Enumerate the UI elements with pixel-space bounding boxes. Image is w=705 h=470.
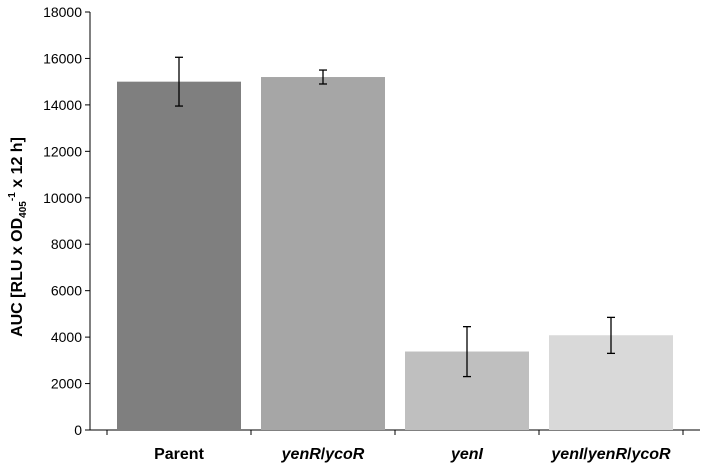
category-label-3: yenI/yenR/ycoR — [550, 446, 671, 463]
y-tick-label: 6000 — [51, 283, 82, 299]
y-axis-title: AUC [RLU x OD405-1 x 12 h] — [7, 137, 29, 337]
y-axis-title-end: x 12 h] — [9, 137, 26, 192]
y-axis-title-superscript: -1 — [7, 192, 18, 201]
y-tick-label: 0 — [74, 422, 82, 438]
y-axis-title-subscript: 405 — [18, 201, 29, 218]
y-tick-label: 14000 — [43, 97, 82, 113]
y-tick-label: 12000 — [43, 143, 82, 159]
y-tick-label: 18000 — [43, 4, 82, 20]
bar-0 — [117, 81, 241, 431]
category-label-0: Parent — [154, 446, 204, 463]
category-label-2: yenI — [450, 446, 484, 463]
y-tick-label: 10000 — [43, 190, 82, 206]
category-label-1: yenR/ycoR — [281, 446, 365, 463]
y-tick-label: 2000 — [51, 376, 82, 392]
y-axis-title-main: AUC [RLU x OD — [9, 218, 26, 337]
y-tick-label: 4000 — [51, 329, 82, 345]
bar-1 — [261, 77, 385, 431]
plot-area: 0 2000 4000 6000 8000 10000 12000 14000 16000 180… — [43, 4, 700, 463]
y-tick-label: 8000 — [51, 236, 82, 252]
y-tick-label: 16000 — [43, 50, 82, 66]
